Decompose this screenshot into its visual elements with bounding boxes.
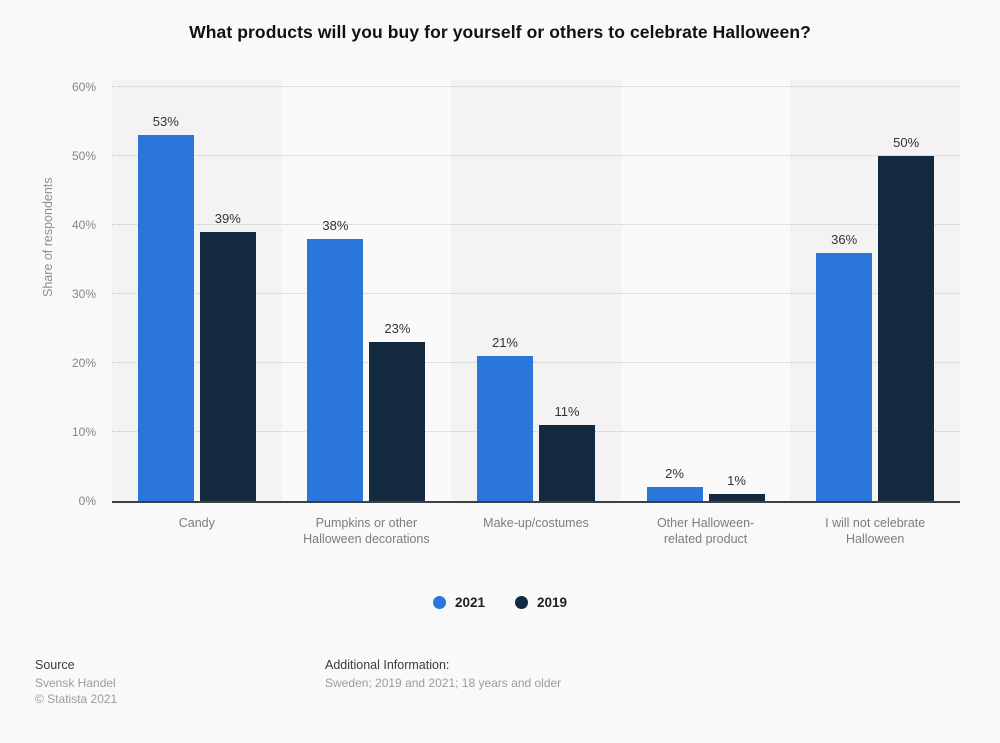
bar-wrapper: 2% — [646, 80, 703, 501]
value-label: 11% — [554, 404, 580, 420]
value-label: 50% — [893, 134, 920, 150]
value-label: 39% — [214, 210, 241, 226]
bar-wrapper: 38% — [307, 80, 364, 501]
bar-group: 36% 50% — [790, 80, 960, 501]
bar-wrapper: 50% — [878, 80, 935, 501]
x-axis-labels: Candy Pumpkins or other Halloween decorat… — [112, 515, 960, 548]
x-category-label: Other Halloween- related product — [656, 516, 755, 547]
source-name: Svensk Handel — [35, 676, 116, 690]
value-label: 23% — [384, 321, 411, 337]
bar-2021-pumpkins-or-other-halloween-decorations — [307, 238, 364, 501]
chart-title: What products will you buy for yourself … — [189, 22, 811, 42]
bar-wrapper: 21% — [476, 80, 533, 501]
y-tick-label: 10% — [71, 424, 96, 439]
gridline — [112, 85, 960, 87]
bar-group: 53% 39% — [112, 80, 282, 501]
y-tick-label: 60% — [71, 79, 96, 94]
bar-2019-i-will-not-celebrate-halloween — [878, 155, 935, 501]
bar-2019-pumpkins-or-other-halloween-decorations — [369, 342, 426, 501]
bar-group: 21% 11% — [451, 80, 621, 501]
value-label: 2% — [665, 466, 684, 482]
source-label: Source — [35, 658, 75, 672]
bar-groups: 53% 39% 38% 23% 21% 11% 2% 1% 36% 50% — [112, 80, 960, 501]
y-axis-ticks: 0% 10% 20% 30% 40% 50% 60% — [0, 79, 96, 508]
bar-2019-other-halloween-related-product — [708, 494, 765, 501]
bar-wrapper: 36% — [816, 80, 873, 501]
gridline — [112, 292, 960, 294]
legend: 2021 2019 — [0, 595, 1000, 610]
y-tick-label: 20% — [71, 355, 96, 370]
y-tick-label: 0% — [78, 494, 96, 508]
legend-label: 2021 — [454, 595, 485, 610]
value-label: 53% — [152, 114, 179, 130]
x-category-label: Pumpkins or other Halloween decorations — [303, 516, 430, 547]
gridline — [112, 430, 960, 432]
value-label: 38% — [322, 217, 349, 233]
value-label: 36% — [831, 231, 858, 247]
bar-2021-i-will-not-celebrate-halloween — [816, 252, 873, 501]
legend-item-2019: 2019 — [515, 595, 567, 610]
additional-info-text: Sweden; 2019 and 2021; 18 years and olde… — [325, 676, 562, 690]
y-tick-label: 40% — [71, 217, 96, 232]
bar-group: 2% 1% — [621, 80, 791, 501]
bar-wrapper: 11% — [538, 80, 595, 501]
gridline — [112, 154, 960, 156]
legend-label: 2019 — [537, 595, 568, 610]
bar-2019-candy — [199, 231, 256, 501]
legend-item-2021: 2021 — [432, 595, 485, 610]
bar-2021-other-halloween-related-product — [646, 487, 703, 501]
bar-2021-candy — [137, 135, 194, 501]
value-label: 21% — [491, 335, 518, 351]
additional-info-label: Additional Information: — [325, 658, 450, 672]
legend-dot-icon — [432, 596, 446, 609]
x-category-label: Make-up/costumes — [483, 516, 589, 530]
x-category-label: Candy — [178, 516, 215, 530]
y-tick-label: 50% — [71, 148, 96, 163]
category-band — [620, 80, 791, 501]
source-block: Source Svensk Handel © Statista 2021 — [35, 658, 117, 707]
bar-wrapper: 53% — [137, 80, 194, 501]
y-tick-label: 30% — [71, 286, 96, 301]
bar-wrapper: 39% — [199, 80, 256, 501]
plot-area: 53% 39% 38% 23% 21% 11% 2% 1% 36% 50% — [112, 80, 960, 503]
bar-wrapper: 1% — [708, 80, 765, 501]
gridlines — [112, 80, 960, 501]
gridline — [112, 223, 960, 225]
bar-group: 38% 23% — [282, 80, 452, 501]
gridline — [112, 361, 960, 363]
additional-info-block: Additional Information: Sweden; 2019 and… — [325, 658, 561, 691]
bar-2021-make-up-costumes — [476, 356, 533, 501]
value-label: 1% — [727, 473, 746, 489]
copyright: © Statista 2021 — [35, 692, 118, 707]
bar-2019-make-up-costumes — [538, 425, 595, 501]
legend-dot-icon — [515, 596, 528, 609]
x-category-label: I will not celebrate Halloween — [825, 516, 926, 547]
bar-wrapper: 23% — [369, 80, 426, 501]
